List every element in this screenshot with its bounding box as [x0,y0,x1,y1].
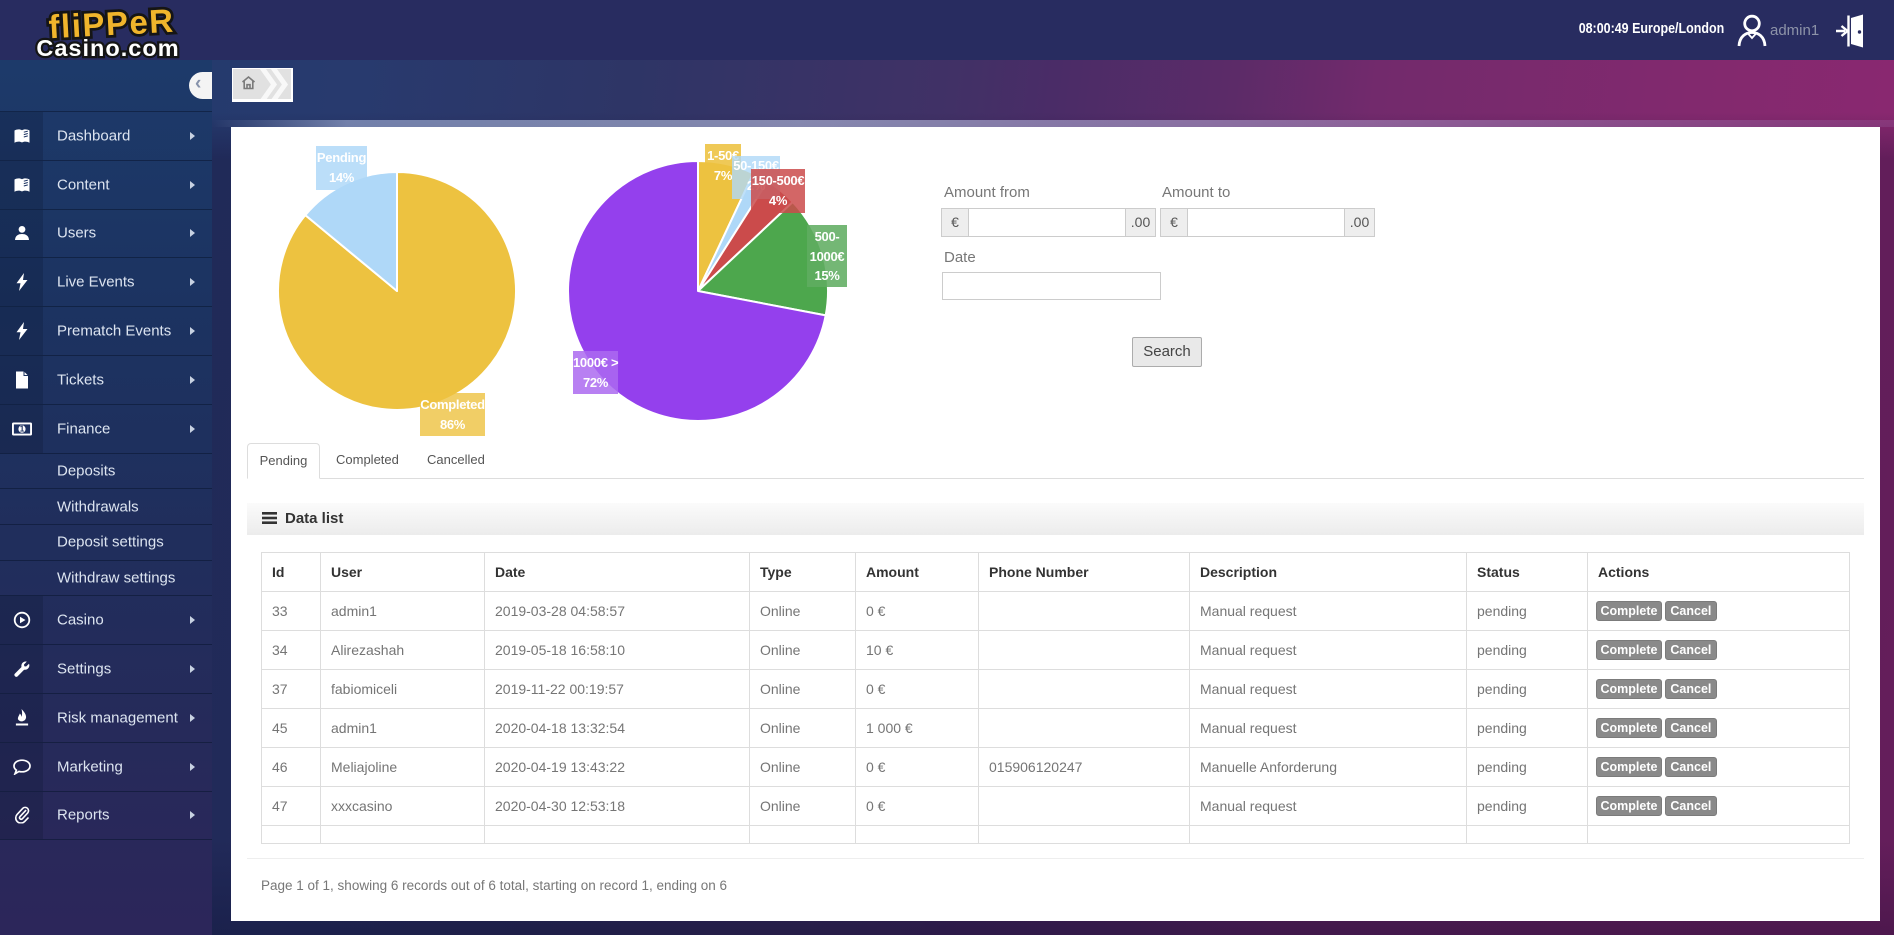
svg-text:fliPPeR: fliPPeR [48,2,176,45]
svg-text:Casino.com: Casino.com [36,35,179,60]
svg-text:1: 1 [19,424,24,433]
